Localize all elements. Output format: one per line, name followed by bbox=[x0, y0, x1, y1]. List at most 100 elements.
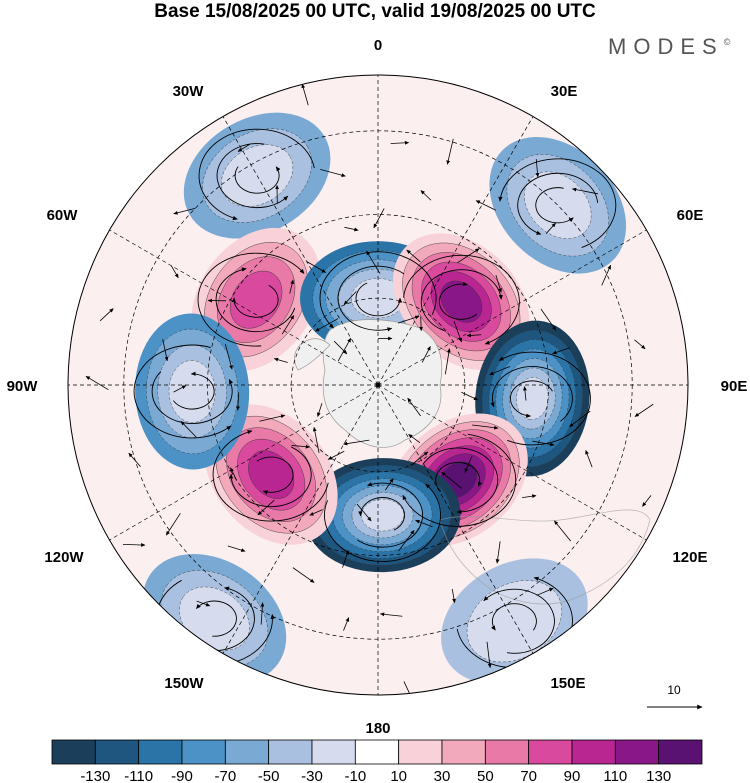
wind-arrow bbox=[291, 444, 311, 449]
wind-arrow bbox=[230, 467, 238, 481]
colorbar-tick-label: 10 bbox=[390, 768, 407, 783]
wind-arrow bbox=[532, 440, 555, 447]
colorbar-swatch bbox=[528, 739, 573, 765]
colorbar-swatch bbox=[614, 739, 660, 765]
wind-arrow bbox=[373, 208, 385, 229]
wind-arrow bbox=[237, 143, 251, 152]
wind-arrow bbox=[356, 503, 372, 522]
colorbar-swatch bbox=[354, 739, 400, 765]
streamline bbox=[438, 281, 478, 320]
anomaly-blob bbox=[387, 413, 528, 547]
colorbar-tick-label: -110 bbox=[124, 768, 153, 783]
svg-text:MODES©: MODES© bbox=[608, 34, 731, 59]
wind-arrow bbox=[634, 403, 654, 417]
wind-arrow bbox=[552, 347, 570, 355]
wind-arrow bbox=[122, 543, 146, 547]
streamline bbox=[510, 380, 553, 418]
streamline bbox=[256, 456, 294, 495]
colorbar-tick-label: -50 bbox=[258, 768, 280, 783]
colorbar-tick-label: -90 bbox=[171, 768, 193, 783]
streamline bbox=[357, 482, 423, 548]
wind-arrow bbox=[196, 600, 211, 607]
wind-arrow bbox=[314, 318, 339, 332]
streamline bbox=[483, 588, 555, 654]
wind-arrow bbox=[486, 641, 492, 669]
wind-arrow bbox=[292, 567, 315, 583]
streamline bbox=[324, 483, 441, 562]
lon-label-90e: 90E bbox=[721, 378, 748, 395]
meridian bbox=[109, 384, 379, 541]
streamline bbox=[172, 371, 215, 410]
streamline bbox=[491, 603, 537, 631]
wind-arrow bbox=[312, 426, 320, 453]
colorbar-tick-label: 90 bbox=[564, 768, 581, 783]
wind-arrow bbox=[522, 494, 537, 499]
wind-arrow bbox=[257, 499, 275, 516]
wind-arrow bbox=[173, 208, 196, 215]
wind-arrow bbox=[475, 200, 497, 211]
wind-arrow bbox=[173, 385, 187, 393]
streamline bbox=[337, 265, 405, 332]
wind-arrow bbox=[472, 424, 499, 430]
colorbar-swatch bbox=[94, 739, 140, 765]
colorbar-swatch bbox=[658, 739, 703, 765]
reference-vector-label: 10 bbox=[667, 683, 681, 697]
latitude-circle bbox=[207, 214, 549, 556]
wind-arrow bbox=[99, 308, 114, 322]
brand-mark: © bbox=[724, 37, 731, 47]
meridian bbox=[222, 116, 379, 386]
streamline bbox=[151, 371, 234, 424]
wind-arrow bbox=[343, 439, 370, 446]
latitude-circle bbox=[290, 297, 466, 473]
wind-arrow bbox=[165, 513, 181, 536]
wind-arrow bbox=[344, 226, 359, 232]
colorbar-swatch bbox=[268, 739, 313, 765]
lon-label-90w: 90W bbox=[7, 378, 39, 395]
anomaly-blob bbox=[135, 313, 250, 470]
colorbar-swatch bbox=[311, 739, 356, 765]
wind-arrow bbox=[457, 248, 480, 264]
streamline bbox=[196, 600, 237, 637]
colorbar-swatch bbox=[138, 739, 183, 765]
streamline bbox=[355, 282, 403, 317]
streamline bbox=[422, 447, 499, 515]
wind-arrow bbox=[642, 495, 652, 507]
wind-arrow bbox=[236, 392, 240, 411]
streamline bbox=[517, 172, 599, 235]
wind-arrow bbox=[301, 83, 309, 106]
wind-arrow bbox=[180, 420, 197, 438]
streamline bbox=[403, 254, 520, 345]
meridian bbox=[377, 384, 647, 541]
wind-arrow bbox=[281, 314, 295, 335]
streamline bbox=[212, 429, 329, 522]
wind-arrow bbox=[403, 681, 412, 695]
streamline bbox=[490, 366, 573, 422]
streamline bbox=[420, 269, 503, 332]
lon-label-120e: 120E bbox=[672, 549, 707, 566]
coastlines bbox=[294, 319, 651, 605]
wind-arrow bbox=[585, 449, 593, 468]
colorbar-swatch bbox=[441, 739, 486, 765]
wind-arrow bbox=[333, 340, 348, 355]
wind-arrow bbox=[571, 187, 598, 195]
wind-arrow bbox=[408, 434, 421, 444]
streamline bbox=[216, 143, 289, 209]
colorbar-labels: -130 -110 -90 -70 -50 -30 -10 10 30 50 70 90 110 130 bbox=[80, 768, 671, 783]
wind-arrow bbox=[128, 452, 141, 468]
colorbar-swatch bbox=[224, 739, 270, 765]
lon-label-120w: 120W bbox=[44, 549, 84, 566]
longitude-labels: 0 180 90W 90E 30W 30E 60W 60E 120W 120E … bbox=[7, 37, 748, 737]
colorbar-tick-label: 130 bbox=[646, 768, 671, 783]
wind-arrow bbox=[535, 158, 540, 178]
wind-arrow bbox=[259, 414, 286, 422]
wind-arrow bbox=[444, 348, 451, 375]
lon-label-150e: 150E bbox=[550, 675, 585, 692]
meridian bbox=[222, 384, 379, 654]
wind-arrow bbox=[227, 545, 246, 552]
wind-arrow bbox=[273, 357, 288, 363]
wind-arrow bbox=[85, 375, 109, 391]
south-pole-marker bbox=[375, 382, 381, 388]
streamline bbox=[535, 187, 574, 224]
wind-arrow bbox=[320, 169, 346, 177]
